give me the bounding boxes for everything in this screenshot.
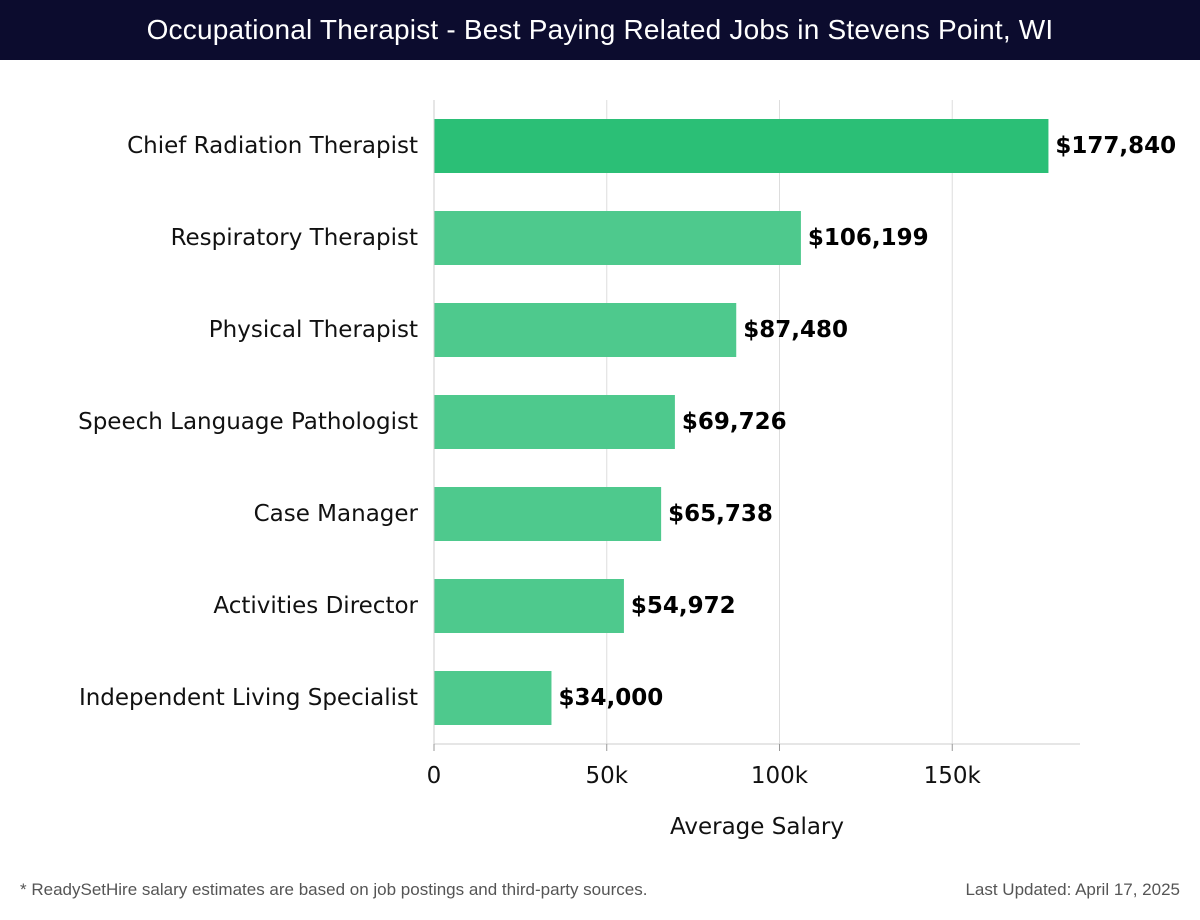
bar [434,579,624,633]
bar [434,303,737,357]
title-bar: Occupational Therapist - Best Paying Rel… [0,0,1200,60]
bar [434,119,1049,173]
bar [434,395,675,449]
last-updated: Last Updated: April 17, 2025 [965,880,1180,899]
x-tick-label: 150k [924,763,982,789]
chart-title: Occupational Therapist - Best Paying Rel… [146,14,1054,45]
category-label: Speech Language Pathologist [78,409,418,435]
bar [434,211,801,265]
value-label: $65,738 [668,501,773,527]
value-label: $69,726 [682,409,787,435]
bar [434,487,662,541]
salary-bar-chart: Chief Radiation Therapist $177,840 Respira… [78,100,1176,840]
value-label: $87,480 [743,317,848,343]
category-label: Independent Living Specialist [79,685,418,711]
x-tick-label: 100k [751,763,809,789]
category-label: Chief Radiation Therapist [127,133,418,159]
x-axis-title: Average Salary [670,814,844,840]
category-label: Physical Therapist [209,317,418,343]
value-label: $177,840 [1055,133,1176,159]
x-tick-label: 0 [427,763,442,789]
footer-note: * ReadySetHire salary estimates are base… [20,880,648,899]
category-label: Case Manager [254,501,419,527]
value-label: $106,199 [808,225,929,251]
bar [434,671,552,725]
value-label: $54,972 [631,593,736,619]
value-label: $34,000 [558,685,663,711]
category-label: Respiratory Therapist [171,225,418,251]
category-label: Activities Director [213,593,418,619]
x-tick-label: 50k [585,763,628,789]
